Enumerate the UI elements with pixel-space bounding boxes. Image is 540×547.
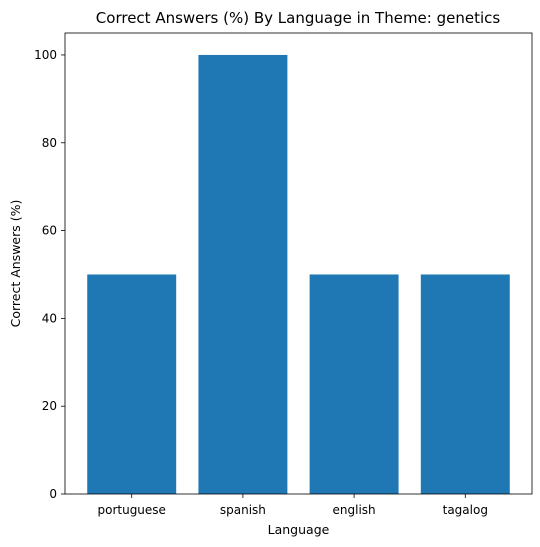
y-tick-label: 20	[42, 399, 57, 413]
y-tick-label: 40	[42, 311, 57, 325]
x-axis: portuguese spanish english tagalog	[97, 494, 488, 517]
y-tick-label: 60	[42, 224, 57, 238]
bar-portuguese	[87, 274, 177, 494]
bar-spanish	[198, 54, 288, 494]
x-axis-label: Language	[268, 522, 330, 537]
bar-english	[309, 274, 399, 494]
x-tick-label: tagalog	[443, 503, 488, 517]
y-axis-label: Correct Answers (%)	[8, 200, 23, 328]
y-axis: 0 20 40 60 80 100	[34, 48, 65, 501]
plot-frame	[64, 32, 533, 495]
y-tick-label: 100	[34, 48, 57, 62]
bars-group	[87, 54, 510, 494]
x-tick-label: english	[333, 503, 376, 517]
bar-tagalog	[420, 274, 510, 494]
y-tick-label: 80	[42, 136, 57, 150]
y-tick-label: 0	[49, 487, 57, 501]
chart-title: Correct Answers (%) By Language in Theme…	[96, 9, 501, 27]
x-tick-label: portuguese	[97, 503, 165, 517]
x-tick-label: spanish	[220, 503, 266, 517]
